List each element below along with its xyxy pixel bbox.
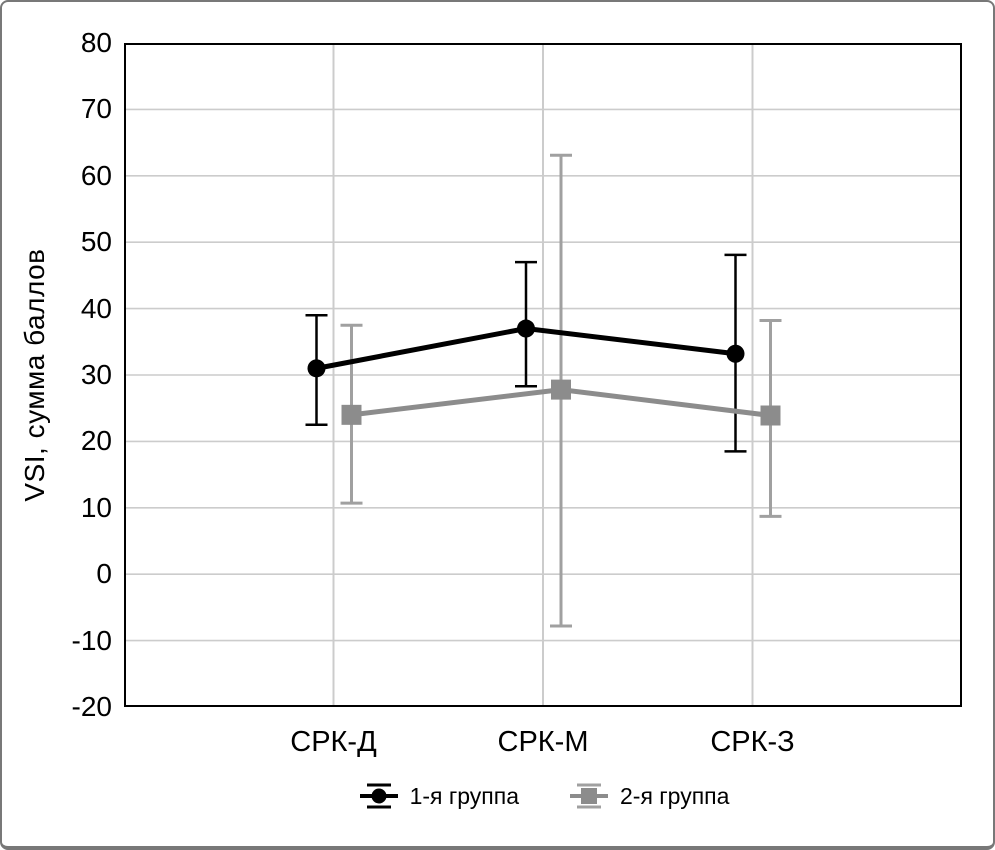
y-tick-label: 0: [96, 558, 112, 590]
legend-marker-circle-icon: [359, 783, 398, 809]
legend-label: 2-я группа: [620, 782, 730, 809]
y-tick-label: -20: [71, 691, 112, 722]
x-axis-label: СРК-З: [710, 726, 795, 758]
x-axis-label: СРК-М: [497, 726, 589, 758]
data-point-circle: [517, 319, 535, 338]
data-point-square: [341, 404, 362, 425]
plot-frame: [124, 43, 962, 707]
data-point-square: [551, 379, 571, 400]
y-tick-label: 80: [80, 27, 112, 58]
plot-svg: [124, 43, 962, 707]
legend: 1-я группа 2-я группа: [124, 779, 962, 813]
y-tick-label: 50: [80, 226, 112, 258]
legend-marker-square-icon: [570, 783, 608, 809]
y-axis-ticks: 80 70 60 50 40 30 20 10 0 -10 -20: [2, 2, 124, 846]
y-tick-label: 40: [80, 292, 112, 324]
y-tick-label: 10: [80, 491, 112, 523]
legend-item: 2-я группа: [567, 779, 729, 813]
y-tick-label: 20: [80, 425, 112, 457]
y-tick-label: 30: [80, 359, 112, 390]
x-axis-labels: СРК-Д СРК-М СРК-З: [2, 726, 993, 766]
x-axis-label: СРК-Д: [290, 726, 377, 758]
legend-item: 1-я группа: [357, 779, 519, 813]
y-tick-label: 70: [80, 93, 112, 125]
y-tick-label: 60: [80, 159, 112, 191]
data-point-circle: [726, 344, 745, 363]
plot-area: [124, 43, 962, 707]
data-point-square: [760, 405, 781, 426]
y-tick-label: -10: [71, 624, 112, 656]
data-point-circle: [307, 359, 326, 378]
legend-label: 1-я группа: [409, 782, 519, 809]
